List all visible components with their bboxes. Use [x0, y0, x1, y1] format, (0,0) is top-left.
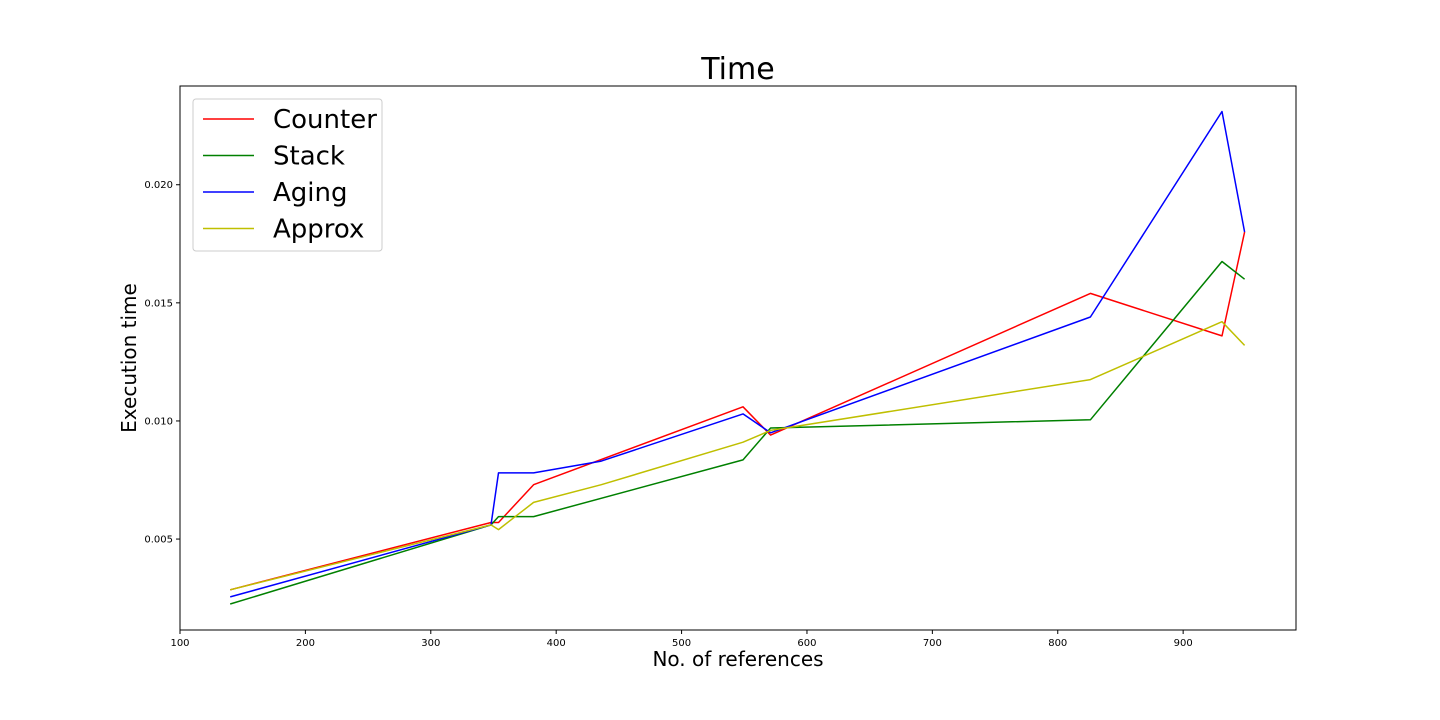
x-axis: 100 200 300 400 500 600 700 800 900: [170, 630, 1193, 649]
y-tick-label: 0.020: [144, 180, 173, 191]
y-tick-label: 0.015: [144, 298, 173, 309]
y-tick-label: 0.005: [144, 535, 173, 546]
y-tick-label: 0.010: [144, 416, 173, 427]
x-tick-label: 200: [296, 638, 315, 649]
x-tick-label: 700: [923, 638, 942, 649]
legend-label-aging: Aging: [273, 178, 348, 208]
legend-label-stack: Stack: [273, 142, 345, 172]
x-tick-label: 900: [1174, 638, 1193, 649]
legend-label-approx: Approx: [273, 215, 364, 245]
series-layer: [229, 110, 1246, 605]
x-tick-label: 100: [170, 638, 189, 649]
legend: Counter Stack Aging Approx: [192, 98, 383, 252]
series-line-stack: [229, 260, 1246, 605]
legend-frame: [192, 98, 383, 252]
y-axis-label: Execution time: [117, 283, 141, 433]
plot-area-frame: [179, 85, 1297, 631]
series-line-aging: [230, 110, 1246, 598]
legend-label-counter: Counter: [273, 105, 377, 135]
x-axis-label: No. of references: [652, 647, 823, 671]
x-tick-label: 600: [797, 638, 816, 649]
x-tick-label: 800: [1048, 638, 1067, 649]
series-line-approx: [230, 320, 1246, 591]
x-tick-label: 500: [672, 638, 691, 649]
x-tick-label: 400: [547, 638, 566, 649]
y-axis: 0.005 0.010 0.015 0.020: [144, 180, 180, 546]
x-tick-label: 300: [421, 638, 440, 649]
chart-title: Time: [700, 52, 774, 87]
